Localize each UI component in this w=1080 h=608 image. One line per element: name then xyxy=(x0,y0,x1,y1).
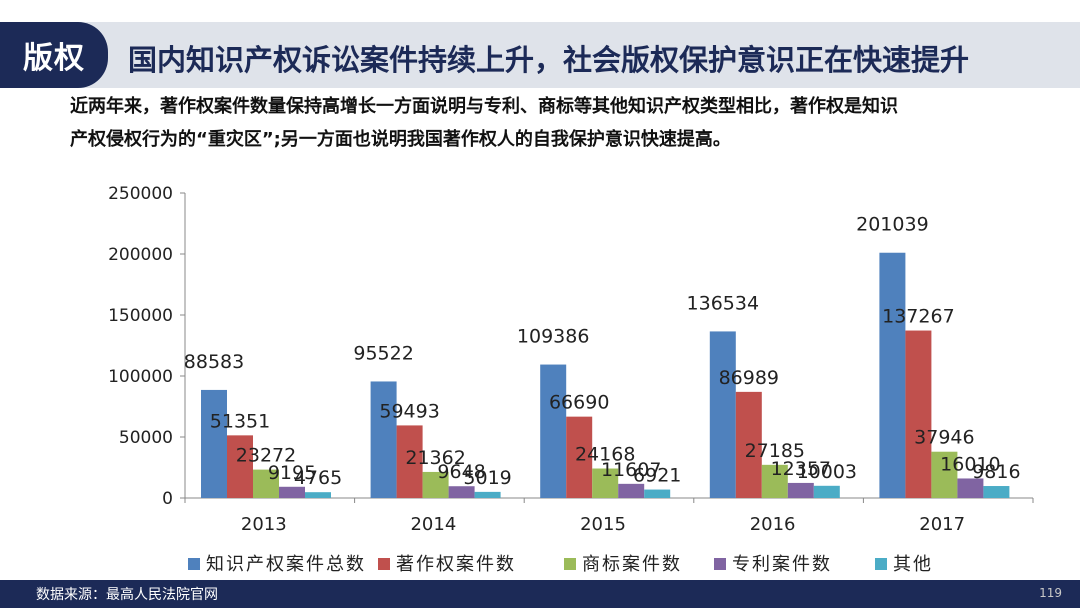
y-tick-label: 100000 xyxy=(108,367,173,387)
bar xyxy=(813,485,840,498)
bar xyxy=(540,364,567,498)
y-tick-label: 200000 xyxy=(108,245,173,265)
x-tick-label: 2016 xyxy=(750,514,796,535)
x-tick-label: 2013 xyxy=(241,514,287,535)
y-tick-label: 50000 xyxy=(119,428,173,448)
data-label: 6921 xyxy=(633,465,681,487)
data-label: 16010 xyxy=(940,453,1000,475)
data-label: 24168 xyxy=(575,444,635,466)
x-tick-label: 2017 xyxy=(919,514,965,535)
data-label: 21362 xyxy=(405,447,465,469)
bar xyxy=(761,464,788,498)
data-label: 109386 xyxy=(517,326,590,348)
x-tick-label: 2014 xyxy=(410,514,456,535)
data-label: 51351 xyxy=(210,410,270,432)
data-label: 201039 xyxy=(856,214,929,236)
data-label: 4765 xyxy=(294,467,342,489)
bar xyxy=(279,486,305,498)
bar xyxy=(305,492,331,498)
description-line-1: 近两年来，著作权案件数量保持高增长一方面说明与专利、商标等其他知识产权类型相比，… xyxy=(70,96,898,117)
data-label: 9816 xyxy=(972,461,1020,483)
bar xyxy=(227,435,253,498)
data-label: 10003 xyxy=(797,461,857,483)
legend-swatch xyxy=(378,558,390,570)
legend-label: 专利案件数 xyxy=(732,554,832,575)
legend-label: 商标案件数 xyxy=(582,554,682,575)
data-label: 86989 xyxy=(719,367,779,389)
bar xyxy=(592,468,619,498)
data-label: 11607 xyxy=(601,459,661,481)
data-label: 59493 xyxy=(379,400,439,422)
data-label: 12357 xyxy=(771,458,831,480)
data-source: 数据来源：最高人民法院官网 xyxy=(36,587,218,603)
description-line-2: 产权侵权行为的“重灾区”;另一方面也说明我国著作权人的自我保护意识快速提高。 xyxy=(70,129,731,150)
data-label: 37946 xyxy=(914,427,974,449)
bar xyxy=(396,425,423,498)
x-tick-label: 2015 xyxy=(580,514,626,535)
section-tag: 版权 xyxy=(0,22,108,88)
data-label: 137267 xyxy=(882,306,955,328)
data-label: 27185 xyxy=(745,440,805,462)
legend-swatch xyxy=(564,558,576,570)
bar xyxy=(370,381,397,498)
legend-label: 知识产权案件总数 xyxy=(206,554,366,575)
bar xyxy=(905,330,932,498)
bar xyxy=(422,471,449,498)
description: 近两年来，著作权案件数量保持高增长一方面说明与专利、商标等其他知识产权类型相比，… xyxy=(70,90,1060,156)
bar xyxy=(474,491,501,498)
footer-bar: 数据来源：最高人民法院官网 xyxy=(0,580,1080,608)
y-tick-label: 0 xyxy=(162,489,173,509)
data-label: 95522 xyxy=(353,342,413,364)
bar xyxy=(957,478,984,498)
bar xyxy=(644,489,671,498)
header-band xyxy=(0,22,1080,88)
bar xyxy=(253,469,279,498)
bar xyxy=(566,416,593,498)
page-number: 119 xyxy=(1039,586,1062,600)
bar xyxy=(709,331,736,498)
y-tick-label: 250000 xyxy=(108,184,173,204)
bar xyxy=(931,451,958,498)
page-title: 国内知识产权诉讼案件持续上升，社会版权保护意识正在快速提升 xyxy=(128,43,970,77)
data-label: 88583 xyxy=(184,351,244,373)
data-label: 5019 xyxy=(463,467,511,489)
y-tick-label: 150000 xyxy=(108,306,173,326)
legend-swatch xyxy=(188,558,200,570)
bar xyxy=(201,389,227,498)
legend-swatch xyxy=(875,558,887,570)
bar xyxy=(618,483,645,498)
data-label: 66690 xyxy=(549,392,609,414)
bar xyxy=(879,252,906,498)
legend-label: 著作权案件数 xyxy=(396,554,516,575)
legend-label: 其他 xyxy=(893,554,933,575)
bar xyxy=(735,391,762,498)
data-label: 136534 xyxy=(687,292,760,314)
data-label: 9648 xyxy=(437,461,485,483)
legend-swatch xyxy=(714,558,726,570)
bar xyxy=(983,486,1010,498)
data-label: 9195 xyxy=(268,462,316,484)
bar xyxy=(787,482,814,498)
bar xyxy=(448,486,475,498)
data-label: 23272 xyxy=(236,445,296,467)
